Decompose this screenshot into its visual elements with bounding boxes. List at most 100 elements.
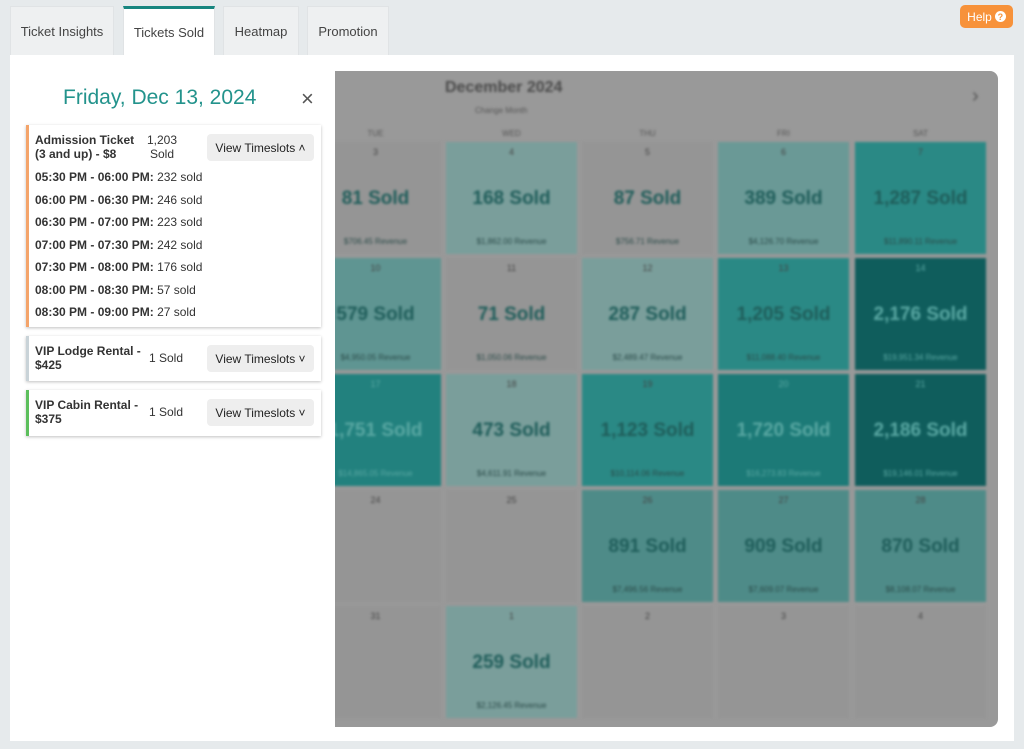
- day-number: 18: [506, 379, 517, 389]
- day-number: 3: [372, 147, 378, 157]
- day-number: 14: [915, 263, 926, 273]
- tab-ticket-insights[interactable]: Ticket Insights: [10, 6, 114, 55]
- calendar-day-cell[interactable]: 4 168 Sold $1,862.00 Revenue: [446, 142, 577, 254]
- day-revenue: $7,609.07 Revenue: [748, 585, 819, 594]
- day-number: 4: [917, 611, 923, 621]
- day-number: 7: [917, 147, 923, 157]
- timeslot-row: 07:30 PM - 08:00 PM: 176 sold: [35, 260, 202, 274]
- day-revenue: $1,050.06 Revenue: [476, 353, 547, 362]
- calendar-day-cell[interactable]: 26 891 Sold $7,496.56 Revenue: [582, 490, 713, 602]
- calendar-day-cell[interactable]: 11 71 Sold $1,050.06 Revenue: [446, 258, 577, 370]
- calendar-day-cell[interactable]: 10 579 Sold $4,950.05 Revenue: [335, 258, 441, 370]
- timeslot-time: 06:30 PM - 07:00 PM:: [35, 215, 154, 229]
- calendar-day-cell[interactable]: 24: [335, 490, 441, 602]
- view-timeslots-button[interactable]: View Timeslots ˄: [207, 134, 314, 161]
- day-number: 19: [642, 379, 653, 389]
- calendar-day-cell[interactable]: 25: [446, 490, 577, 602]
- day-sold: 389 Sold: [744, 188, 823, 209]
- day-revenue: $1,862.00 Revenue: [476, 237, 547, 246]
- calendar-day-cell[interactable]: 3 81 Sold $706.45 Revenue: [335, 142, 441, 254]
- calendar-day-cell[interactable]: 12 287 Sold $2,489.47 Revenue: [582, 258, 713, 370]
- day-number: 21: [915, 379, 926, 389]
- calendar-day-cell[interactable]: 4: [855, 606, 986, 718]
- day-sold: 909 Sold: [744, 536, 823, 557]
- timeslot-time: 07:30 PM - 08:00 PM:: [35, 260, 154, 274]
- timeslot-sold: 27 sold: [157, 305, 196, 319]
- calendar-day-cell[interactable]: 31: [335, 606, 441, 718]
- tab-tickets-sold[interactable]: Tickets Sold: [123, 6, 215, 55]
- day-sold: 1,205 Sold: [736, 304, 831, 325]
- calendar-day-cell[interactable]: 2: [582, 606, 713, 718]
- ticket-sold: 1,203 Sold: [146, 133, 178, 161]
- day-sold: 259 Sold: [472, 652, 551, 673]
- ticket-sold: 1 Sold: [149, 405, 184, 419]
- ticket-name: VIP Cabin Rental - $375: [35, 398, 139, 426]
- day-sold: 168 Sold: [472, 188, 551, 209]
- timeslot-time: 07:00 PM - 07:30 PM:: [35, 237, 154, 252]
- close-icon[interactable]: ×: [301, 86, 314, 111]
- weekday-label: TUE: [367, 129, 384, 138]
- calendar: December 2024 Change Month › TUE WED THU FR…: [335, 71, 998, 727]
- calendar-day-cell[interactable]: 13 1,205 Sold $11,088.40 Revenue: [718, 258, 849, 370]
- weekday-label: WED: [502, 129, 521, 138]
- next-month-icon[interactable]: ›: [972, 85, 979, 107]
- day-sold: 579 Sold: [336, 304, 415, 325]
- calendar-day-cell[interactable]: 1 259 Sold $2,126.45 Revenue: [446, 606, 577, 718]
- day-number: 12: [642, 263, 653, 273]
- day-sold: 81 Sold: [341, 188, 410, 209]
- view-timeslots-button[interactable]: View Timeslots ˅: [207, 345, 314, 372]
- timeslot-time: 08:00 PM - 08:30 PM:: [35, 282, 154, 297]
- day-sold: 2,176 Sold: [873, 304, 968, 325]
- calendar-day-cell[interactable]: 5 87 Sold $756.71 Revenue: [582, 142, 713, 254]
- day-sold: 891 Sold: [608, 536, 687, 557]
- day-revenue: $11,088.40 Revenue: [746, 353, 821, 362]
- day-number: 26: [642, 495, 653, 505]
- timeslot-row: 07:00 PM - 07:30 PM: 242 sold: [35, 238, 202, 252]
- day-sold: 473 Sold: [472, 420, 551, 441]
- calendar-day-cell[interactable]: 14 2,176 Sold $19,951.34 Revenue: [855, 258, 986, 370]
- day-revenue: $2,126.45 Revenue: [476, 701, 547, 710]
- day-sold: 2,186 Sold: [873, 420, 968, 441]
- day-sold: 1,287 Sold: [873, 188, 968, 209]
- calendar-day-cell[interactable]: 27 909 Sold $7,609.07 Revenue: [718, 490, 849, 602]
- day-revenue: $16,273.83 Revenue: [746, 469, 821, 478]
- ticket-card-vip-cabin: VIP Cabin Rental - $375 1 Sold View Time…: [26, 390, 321, 436]
- ticket-card-vip-lodge: VIP Lodge Rental - $425 1 Sold View Time…: [26, 336, 321, 381]
- timeslot-row: 06:00 PM - 06:30 PM: 246 sold: [35, 193, 202, 207]
- day-number: 10: [370, 263, 381, 273]
- day-number: 13: [778, 263, 789, 273]
- day-sold: 1,123 Sold: [600, 420, 695, 441]
- tab-promotion[interactable]: Promotion: [307, 6, 389, 55]
- view-timeslots-button[interactable]: View Timeslots ˅: [207, 399, 314, 426]
- calendar-day-cell[interactable]: 17 1,751 Sold $14,865.05 Revenue: [335, 374, 441, 486]
- day-sold: 87 Sold: [613, 188, 682, 209]
- calendar-day-cell[interactable]: 21 2,186 Sold $19,146.01 Revenue: [855, 374, 986, 486]
- calendar-day-cell[interactable]: 20 1,720 Sold $16,273.83 Revenue: [718, 374, 849, 486]
- day-sold: 870 Sold: [881, 536, 960, 557]
- calendar-day-cell[interactable]: 7 1,287 Sold $11,890.11 Revenue: [855, 142, 986, 254]
- calendar-day-cell[interactable]: 18 473 Sold $4,611.91 Revenue: [446, 374, 577, 486]
- timeslot-sold: 242 sold: [157, 237, 203, 252]
- day-revenue: $7,496.56 Revenue: [612, 585, 683, 594]
- day-number: 4: [508, 147, 514, 157]
- timeslot-row: 06:30 PM - 07:00 PM: 223 sold: [35, 215, 202, 229]
- ticket-name: VIP Lodge Rental - $425: [35, 344, 141, 372]
- weekday-label: FRI: [777, 129, 790, 138]
- help-button[interactable]: Help?: [960, 5, 1013, 28]
- weekday-label: THU: [639, 129, 656, 138]
- timeslot-sold: 246 sold: [157, 192, 203, 207]
- day-number: 11: [506, 263, 517, 273]
- calendar-day-cell[interactable]: 3: [718, 606, 849, 718]
- day-revenue: $4,950.05 Revenue: [340, 353, 411, 362]
- change-month-link[interactable]: Change Month: [475, 106, 528, 115]
- calendar-day-cell[interactable]: 19 1,123 Sold $10,114.06 Revenue: [582, 374, 713, 486]
- weekday-label: SAT: [913, 129, 928, 138]
- calendar-day-cell[interactable]: 28 870 Sold $8,108.07 Revenue: [855, 490, 986, 602]
- calendar-day-cell[interactable]: 6 389 Sold $4,126.70 Revenue: [718, 142, 849, 254]
- tab-heatmap[interactable]: Heatmap: [223, 6, 299, 55]
- timeslot-sold: 176 sold: [157, 260, 203, 274]
- question-icon: ?: [994, 11, 1006, 22]
- help-label: Help: [967, 9, 992, 24]
- day-number: 25: [506, 495, 517, 505]
- timeslot-time: 05:30 PM - 06:00 PM:: [35, 170, 154, 184]
